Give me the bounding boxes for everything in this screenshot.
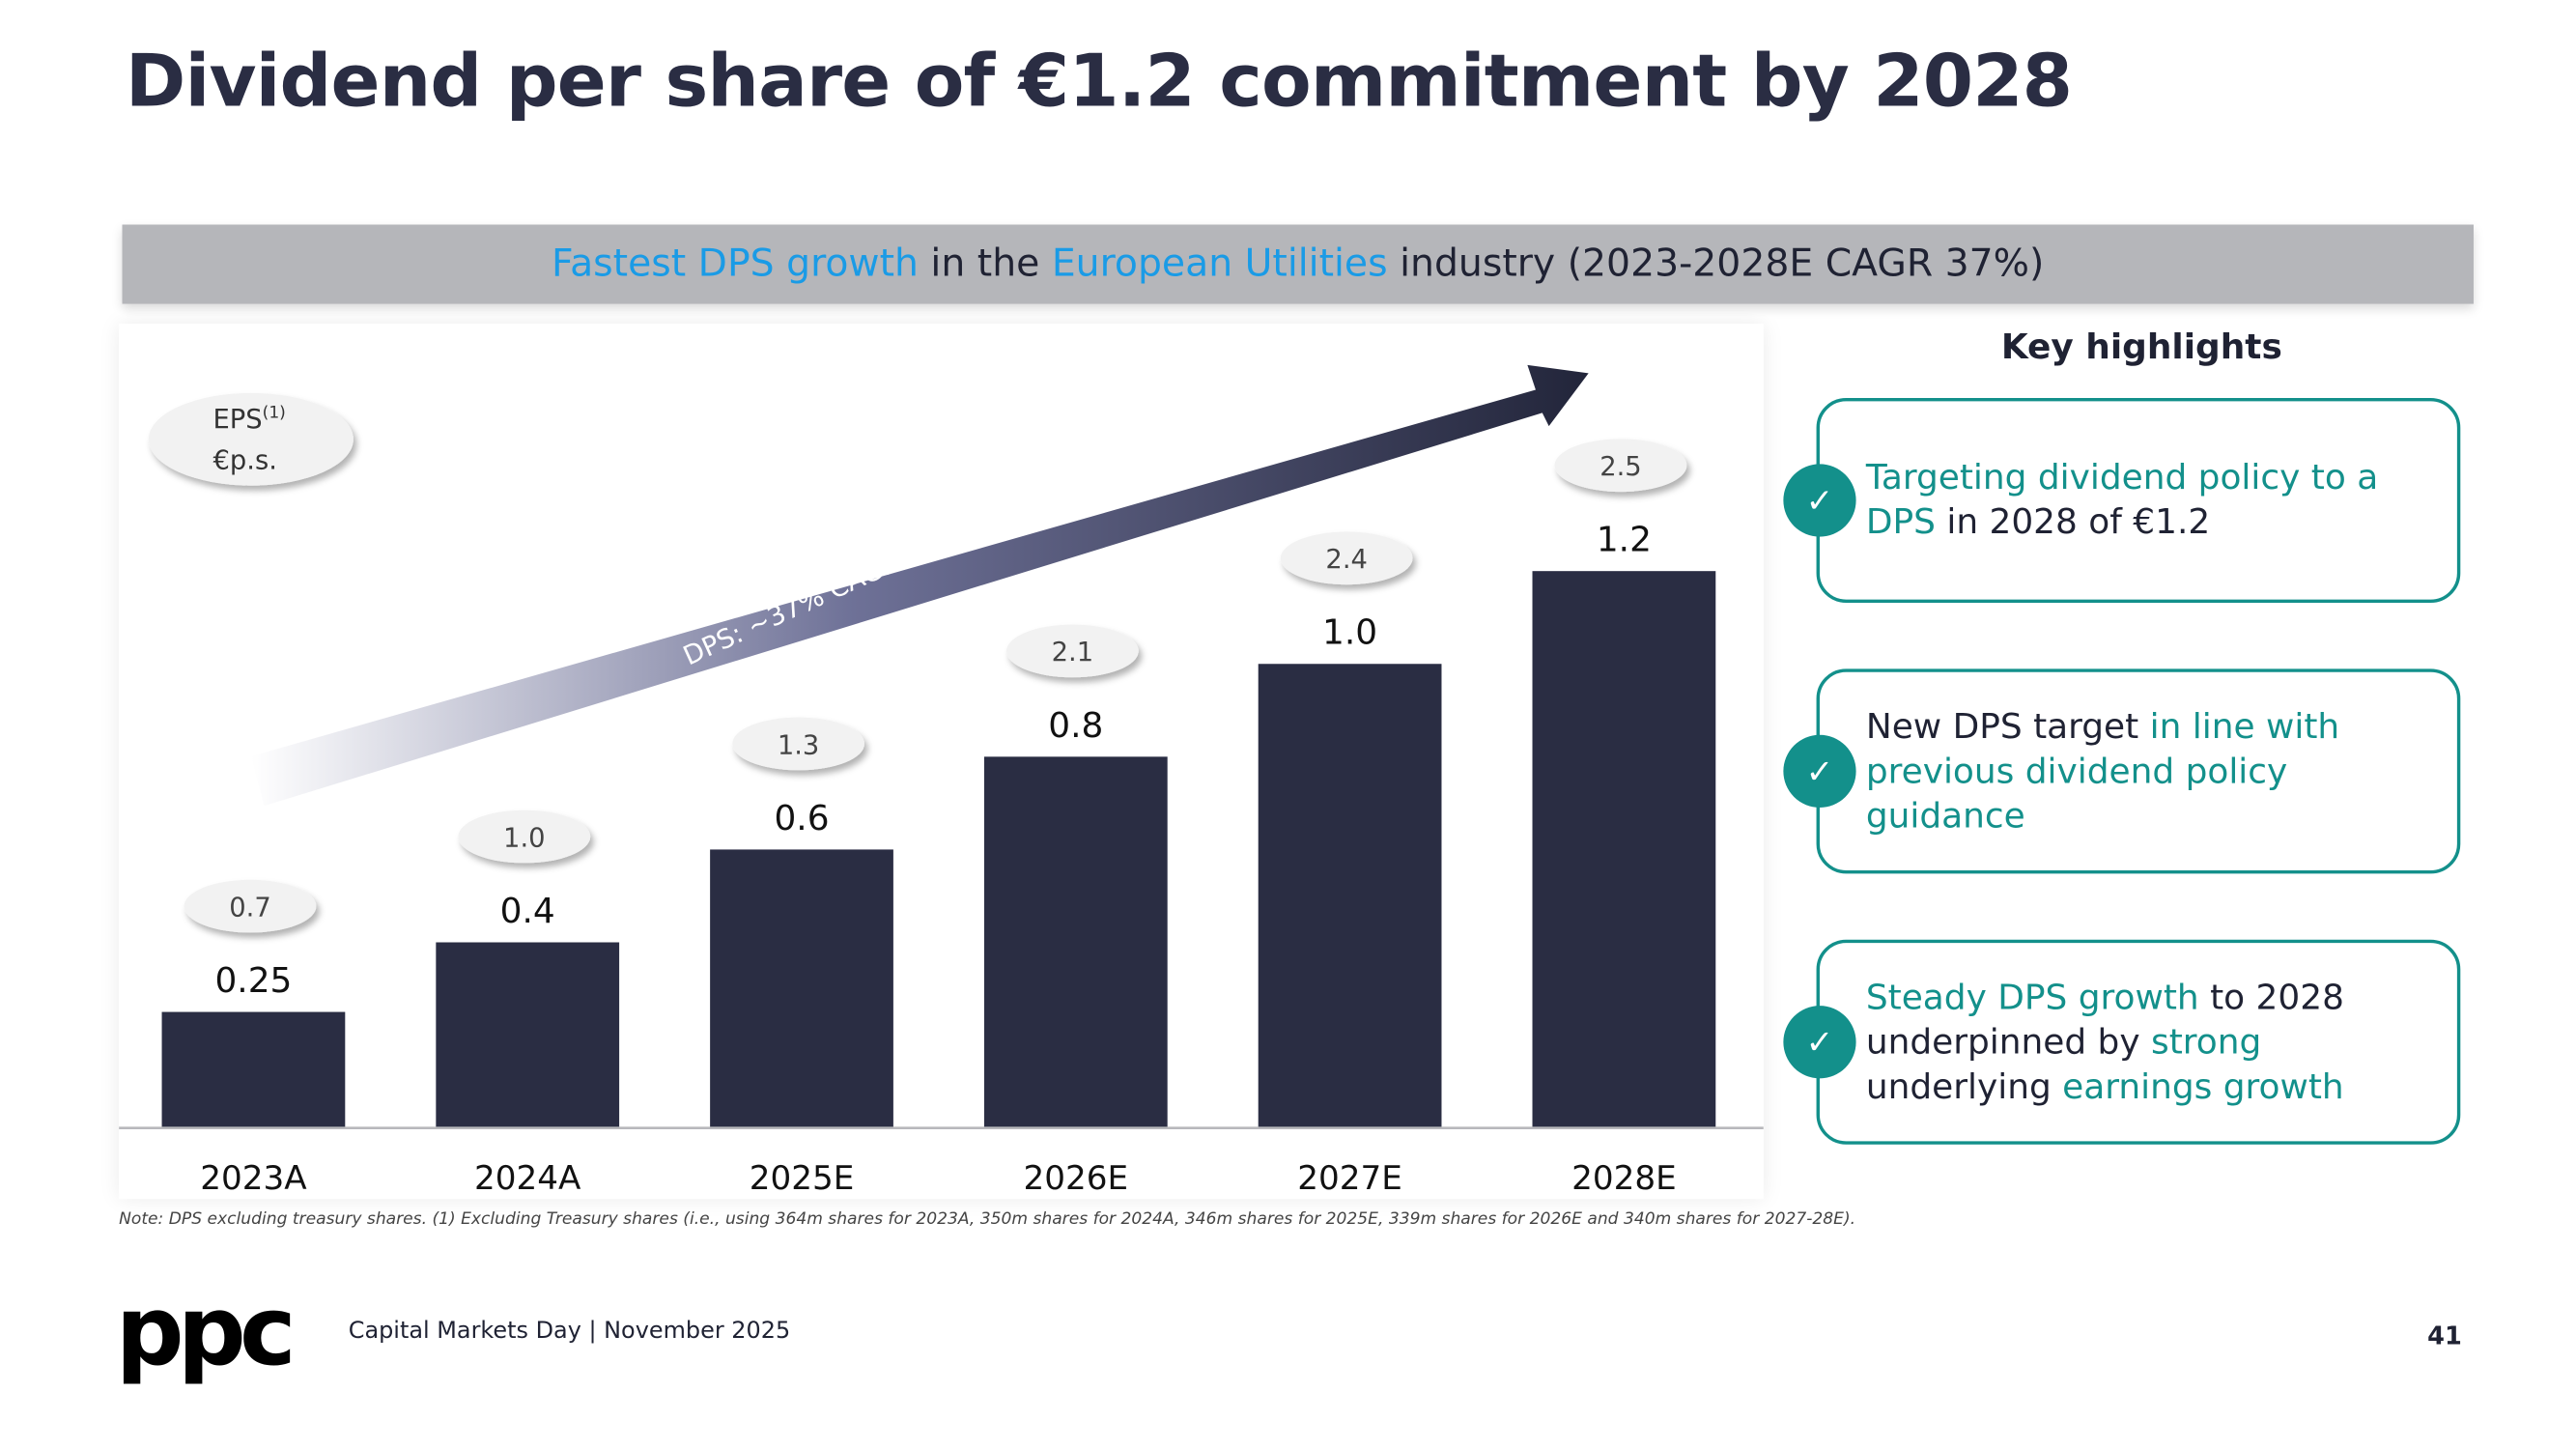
- highlight-card: ✓ Steady DPS growth to 2028 underpinned b…: [1783, 939, 2461, 1145]
- checkmark-icon: ✓: [1783, 1006, 1856, 1079]
- highlight-segment: to 2028 underpinned by: [1865, 977, 2344, 1062]
- dps-value-label: 0.25: [214, 961, 292, 1001]
- dps-value-label: 1.2: [1597, 521, 1652, 560]
- eps-value-label: 1.3: [778, 730, 820, 760]
- highlight-segment: Targeting dividend policy to a: [1865, 457, 2379, 497]
- bar-2026E: [983, 756, 1168, 1128]
- bar-2024A: [436, 942, 620, 1128]
- checkmark-icon: ✓: [1783, 464, 1856, 537]
- eps-legend-label: EPS: [213, 405, 263, 435]
- dps-value-label: 0.8: [1048, 706, 1103, 746]
- highlight-text: Targeting dividend policy to a DPS in 20…: [1866, 456, 2441, 545]
- x-tick-label: 2024A: [474, 1159, 581, 1198]
- eps-bubble: [184, 879, 317, 933]
- page-number: 41: [2427, 1321, 2462, 1351]
- bar-2025E: [710, 849, 893, 1128]
- chart-panel: DPS: ~37% CAGR (2023-2028E) EPS(1) €p.s.…: [119, 324, 1764, 1200]
- checkmark-icon: ✓: [1783, 734, 1856, 808]
- x-tick-label: 2028E: [1571, 1159, 1677, 1198]
- banner-segment: Fastest DPS growth: [552, 242, 919, 286]
- eps-legend: EPS(1) €p.s.: [148, 392, 354, 486]
- page-title: Dividend per share of €1.2 commitment by…: [125, 40, 2073, 125]
- svg-text:EPS(1): EPS(1): [213, 404, 286, 435]
- highlight-card: ✓ Targeting dividend policy to a DPS in 2…: [1783, 398, 2461, 604]
- highlight-segment: New DPS target: [1865, 705, 2150, 746]
- eps-bubble: [458, 810, 591, 864]
- bar-2023A: [161, 1011, 346, 1128]
- bar-2027E: [1258, 664, 1442, 1128]
- dps-bar-chart: DPS: ~37% CAGR (2023-2028E) EPS(1) €p.s.…: [119, 364, 1764, 1198]
- banner: Fastest DPS growth in the European Utili…: [122, 224, 2474, 304]
- highlight-segment: DPS: [1865, 501, 1936, 542]
- eps-bubble: [1280, 531, 1413, 585]
- footnote: Note: DPS excluding treasury shares. (1)…: [119, 1210, 1856, 1229]
- eps-value-label: 2.5: [1599, 452, 1642, 482]
- x-tick-label: 2023A: [200, 1159, 307, 1198]
- highlight-segment: Steady DPS growth: [1865, 977, 2199, 1017]
- eps-value-label: 2.1: [1052, 638, 1094, 668]
- eps-legend-sup: (1): [263, 404, 286, 423]
- banner-segment: in the: [918, 242, 1052, 286]
- x-tick-label: 2025E: [750, 1159, 855, 1198]
- highlight-card: ✓ New DPS target in line with previous di…: [1783, 668, 2461, 874]
- banner-segment: European Utilities: [1051, 242, 1388, 286]
- highlight-segment: strong: [2151, 1021, 2262, 1062]
- highlight-segment: underlying: [1865, 1065, 2063, 1106]
- x-tick-label: 2027E: [1297, 1159, 1402, 1198]
- x-tick-label: 2026E: [1023, 1159, 1128, 1198]
- eps-bubble: [732, 717, 864, 771]
- footer-text: Capital Markets Day | November 2025: [348, 1318, 791, 1345]
- bar-2028E: [1532, 571, 1716, 1128]
- ppc-logo: ppc: [115, 1274, 297, 1388]
- dps-value-label: 0.6: [774, 799, 829, 838]
- eps-bubble: [1554, 439, 1687, 493]
- highlight-text: Steady DPS growth to 2028 underpinned by…: [1866, 976, 2441, 1109]
- highlight-text: New DPS target in line with previous div…: [1866, 704, 2441, 838]
- eps-legend-unit: €p.s.: [213, 446, 277, 476]
- eps-value-label: 0.7: [229, 893, 271, 923]
- eps-value-label: 2.4: [1325, 545, 1368, 575]
- highlight-segment: in 2028 of €1.2: [1935, 501, 2211, 542]
- eps-value-label: 1.0: [503, 823, 546, 853]
- dps-value-label: 1.0: [1322, 613, 1377, 653]
- eps-bubble: [1006, 624, 1139, 678]
- highlight-segment: earnings growth: [2062, 1065, 2344, 1106]
- key-highlights-title: Key highlights: [2000, 327, 2282, 367]
- banner-segment: industry (2023-2028E CAGR 37%): [1387, 242, 2045, 286]
- dps-value-label: 0.4: [500, 892, 555, 931]
- highlight-segment: in line with previous dividend policy gu…: [1865, 705, 2340, 836]
